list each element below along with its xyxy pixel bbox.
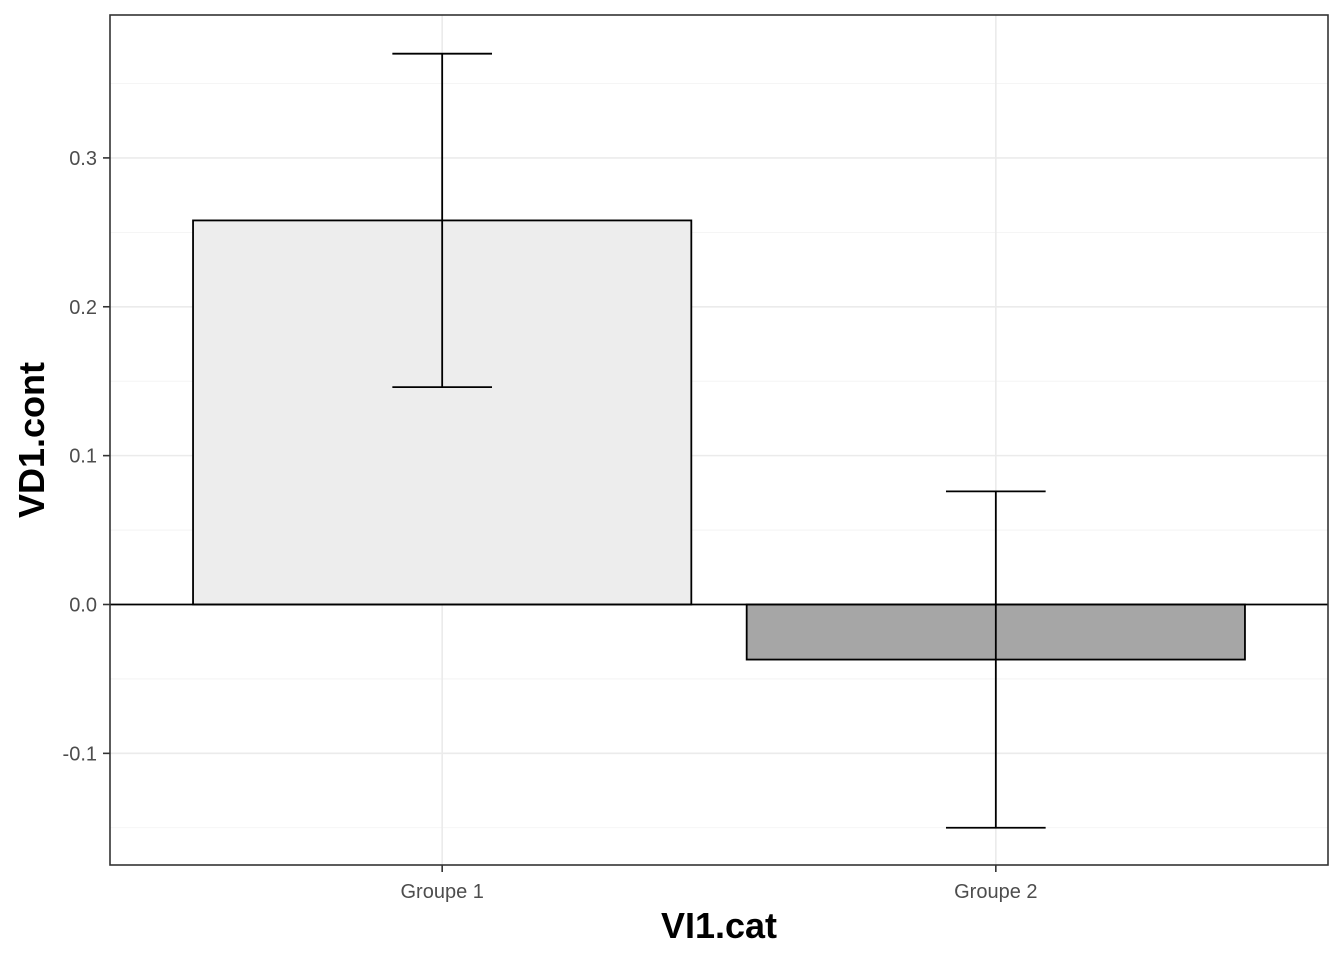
error-bars [392, 52, 1046, 829]
plot-panel-border [109, 14, 1329, 866]
y-tick-label: -0.1 [63, 743, 97, 765]
x-tick-label: Groupe 2 [954, 881, 1037, 903]
y-tick-label: 0.0 [69, 594, 97, 616]
x-tick-label: Groupe 1 [400, 881, 483, 903]
y-tick-label: 0.2 [69, 297, 97, 319]
y-tick-label: 0.1 [69, 446, 97, 468]
bars [192, 219, 1246, 661]
y-tick-label: 0.3 [69, 148, 97, 170]
x-axis-ticks: Groupe 1 Groupe 2 [400, 865, 1038, 903]
y-axis-title: VD1.cont [11, 362, 52, 518]
x-axis-title: VI1.cat [661, 905, 777, 946]
y-axis-ticks: -0.1 0.0 0.1 0.2 0.3 [63, 148, 110, 765]
